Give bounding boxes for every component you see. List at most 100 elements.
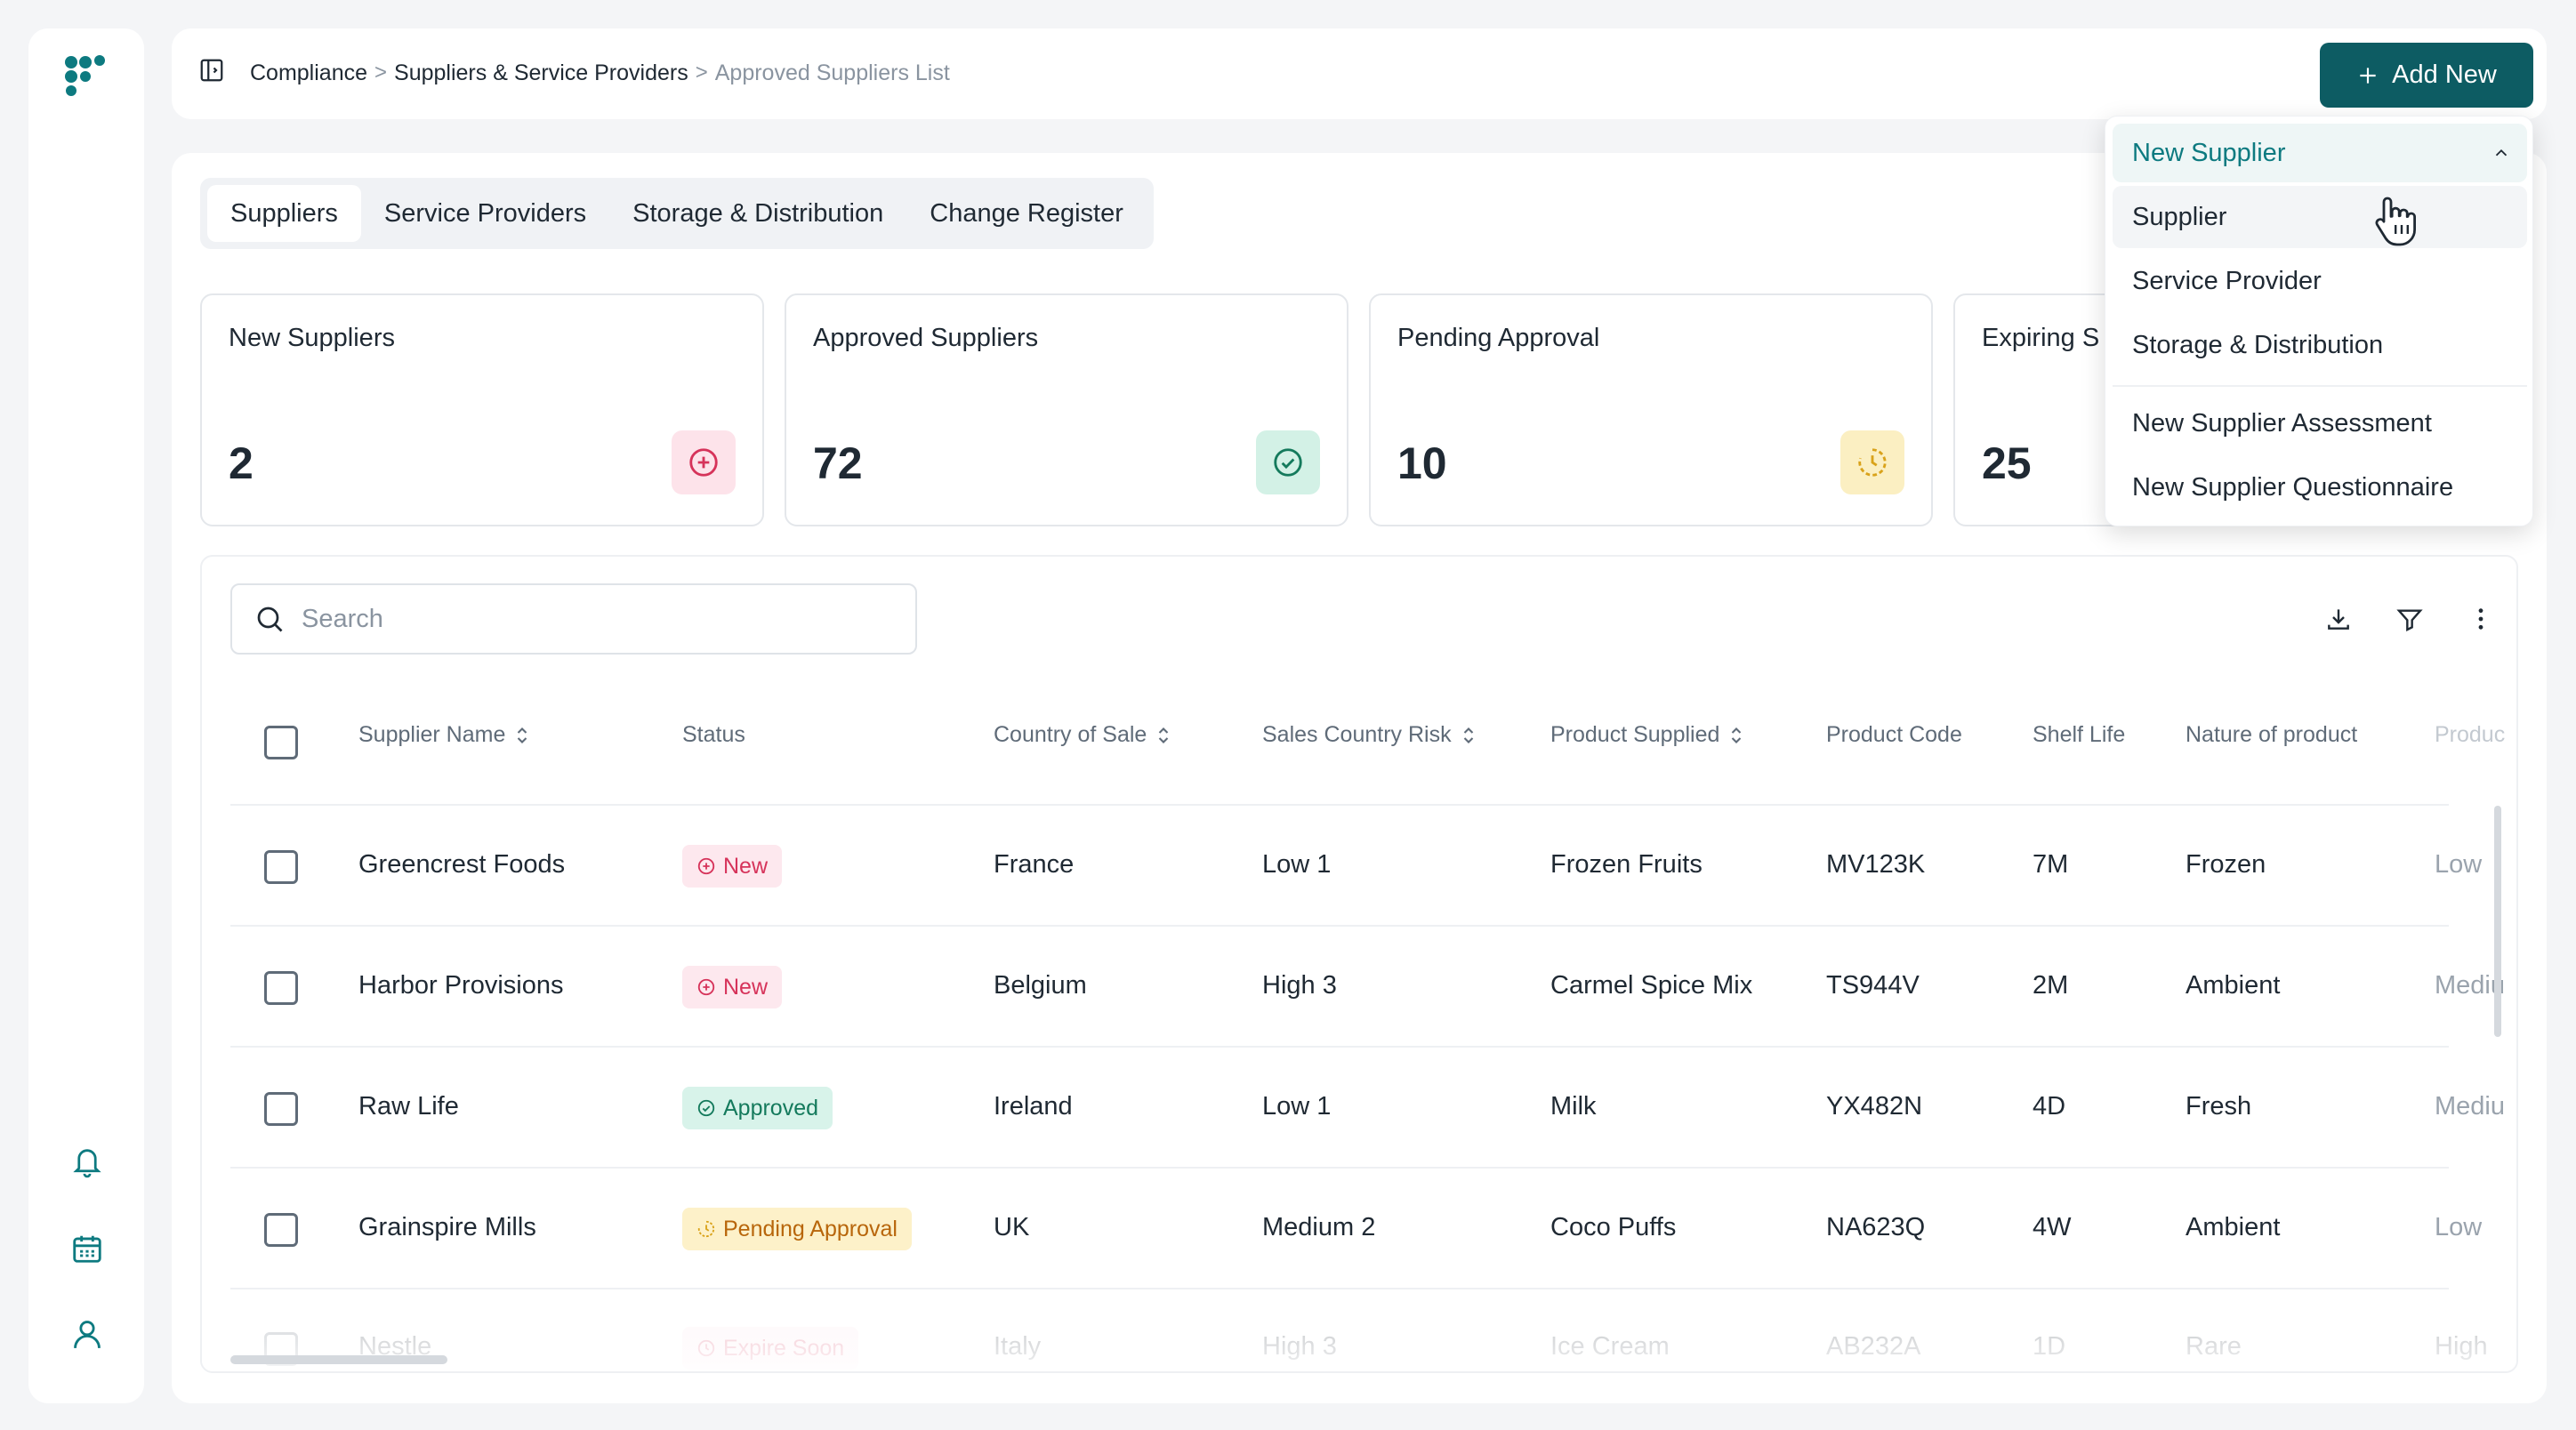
row-checkbox[interactable] <box>264 850 298 884</box>
card-value: 25 <box>1982 438 2032 488</box>
menu-item-supplier[interactable]: Supplier <box>2113 186 2527 248</box>
tab-service-providers[interactable]: Service Providers <box>383 198 587 228</box>
breadcrumb-current: Approved Suppliers List <box>714 60 950 85</box>
card-title: Approved Suppliers <box>813 324 1039 352</box>
row-checkbox[interactable] <box>264 1092 298 1126</box>
add-new-button[interactable]: Add New <box>2320 43 2533 108</box>
cell-shelf-life: 4W <box>2033 1213 2072 1241</box>
cell-extra: High <box>2435 1332 2488 1361</box>
menu-item-new-supplier-assessment[interactable]: New Supplier Assessment <box>2132 408 2432 438</box>
column-header-product[interactable]: Product Supplied <box>1550 722 1744 748</box>
menu-item-new-supplier-questionnaire[interactable]: New Supplier Questionnaire <box>2132 472 2454 502</box>
cell-risk: Low 1 <box>1262 850 1332 879</box>
column-label: Product Supplied <box>1550 722 1720 747</box>
column-header-status[interactable]: Status <box>682 722 745 748</box>
select-all-checkbox[interactable] <box>264 726 298 759</box>
search-input[interactable] <box>302 604 880 634</box>
cell-shelf-life: 2M <box>2033 971 2069 1000</box>
cell-supplier-name[interactable]: Harbor Provisions <box>358 971 564 1000</box>
calendar-icon[interactable] <box>68 1229 107 1268</box>
cell-product-code: MV123K <box>1826 850 1926 879</box>
horizontal-scrollbar[interactable] <box>230 1355 447 1364</box>
column-label: Country of Sale <box>994 722 1147 747</box>
column-header-shelf-life[interactable]: Shelf Life <box>2033 722 2125 748</box>
add-new-label: Add New <box>2392 60 2497 89</box>
cell-supplier-name[interactable]: Raw Life <box>358 1092 459 1121</box>
plus-circle-icon <box>697 978 715 996</box>
tab-change-register[interactable]: Change Register <box>930 198 1123 228</box>
cell-nature: Fresh <box>2186 1092 2252 1121</box>
plus-circle-icon <box>672 430 736 494</box>
cell-nature: Rare <box>2186 1332 2242 1361</box>
tab-storage-distribution[interactable]: Storage & Distribution <box>632 198 884 228</box>
cell-supplier-name[interactable]: Greencrest Foods <box>358 850 566 879</box>
divider <box>230 804 2449 806</box>
dropdown-group-new-supplier[interactable]: New Supplier <box>2113 124 2527 182</box>
clock-icon <box>1840 430 1904 494</box>
breadcrumb-item-compliance[interactable]: Compliance <box>250 60 368 85</box>
row-checkbox[interactable] <box>264 1213 298 1247</box>
sidebar-toggle-icon[interactable] <box>198 57 230 89</box>
column-header-nature[interactable]: Nature of product <box>2186 722 2357 748</box>
user-icon[interactable] <box>68 1314 107 1354</box>
divider <box>230 925 2449 927</box>
hand-cursor-icon <box>2373 194 2419 247</box>
breadcrumb-item-suppliers[interactable]: Suppliers & Service Providers <box>394 60 688 85</box>
cell-risk: High 3 <box>1262 971 1337 1000</box>
column-header-supplier-name[interactable]: Supplier Name <box>358 722 530 748</box>
cell-product-code: AB232A <box>1826 1332 1921 1361</box>
download-icon[interactable] <box>2321 601 2356 637</box>
vertical-scrollbar[interactable] <box>2494 806 2501 1037</box>
app-logo[interactable] <box>62 53 112 103</box>
divider <box>230 1288 2449 1289</box>
column-label: Supplier Name <box>358 722 506 747</box>
card-approved-suppliers[interactable]: Approved Suppliers 72 <box>785 293 1348 526</box>
cell-extra: Low <box>2435 1213 2483 1241</box>
column-header-country[interactable]: Country of Sale <box>994 722 1171 748</box>
clock-icon <box>697 1220 715 1238</box>
column-header-risk[interactable]: Sales Country Risk <box>1262 722 1477 748</box>
search-box[interactable] <box>230 583 917 655</box>
cell-risk: Medium 2 <box>1262 1213 1376 1241</box>
card-title: New Suppliers <box>229 324 395 352</box>
column-header-product-code[interactable]: Product Code <box>1826 722 1962 748</box>
tab-suppliers[interactable]: Suppliers <box>207 185 361 242</box>
plus-icon <box>2360 67 2376 84</box>
status-badge: Approved <box>682 1087 833 1129</box>
check-circle-icon <box>697 1099 715 1117</box>
filter-icon[interactable] <box>2392 601 2427 637</box>
cell-product-code: TS944V <box>1826 971 1920 1000</box>
card-value: 72 <box>813 438 863 488</box>
cell-supplier-name[interactable]: Grainspire Mills <box>358 1213 536 1241</box>
breadcrumb: Compliance > Suppliers & Service Provide… <box>250 55 950 91</box>
add-new-dropdown: New Supplier Supplier Service Provider S… <box>2105 116 2533 526</box>
menu-item-service-provider[interactable]: Service Provider <box>2132 266 2322 295</box>
sort-icon <box>1463 727 1473 743</box>
cell-country: Italy <box>994 1332 1042 1361</box>
cell-nature: Ambient <box>2186 971 2281 1000</box>
cell-extra: Mediu <box>2435 1092 2505 1121</box>
more-options-icon[interactable] <box>2463 601 2499 637</box>
card-value: 10 <box>1397 438 1447 488</box>
status-badge: New <box>682 845 783 888</box>
sort-icon <box>1732 727 1742 743</box>
cell-product: Carmel Spice Mix <box>1550 971 1753 1000</box>
cell-product-code: NA623Q <box>1826 1213 1926 1241</box>
check-circle-icon <box>1256 430 1320 494</box>
cell-nature: Frozen <box>2186 850 2266 879</box>
column-header-extra[interactable]: Produc <box>2435 722 2505 748</box>
chevron-up-icon <box>2495 149 2508 157</box>
card-new-suppliers[interactable]: New Suppliers 2 <box>200 293 764 526</box>
cell-shelf-life: 4D <box>2033 1092 2066 1121</box>
status-badge: New <box>682 966 783 1008</box>
card-title: Expiring S <box>1982 324 2100 352</box>
menu-item-storage-distribution[interactable]: Storage & Distribution <box>2132 330 2384 359</box>
card-pending-approval[interactable]: Pending Approval 10 <box>1369 293 1933 526</box>
column-label: Product Code <box>1826 722 1962 747</box>
sidebar <box>28 28 144 1403</box>
tab-bar: Suppliers Service Providers Storage & Di… <box>200 178 1154 249</box>
dropdown-group-label: New Supplier <box>2132 138 2286 167</box>
row-checkbox[interactable] <box>264 971 298 1005</box>
bell-icon[interactable] <box>68 1142 107 1181</box>
card-title: Pending Approval <box>1397 324 1600 352</box>
